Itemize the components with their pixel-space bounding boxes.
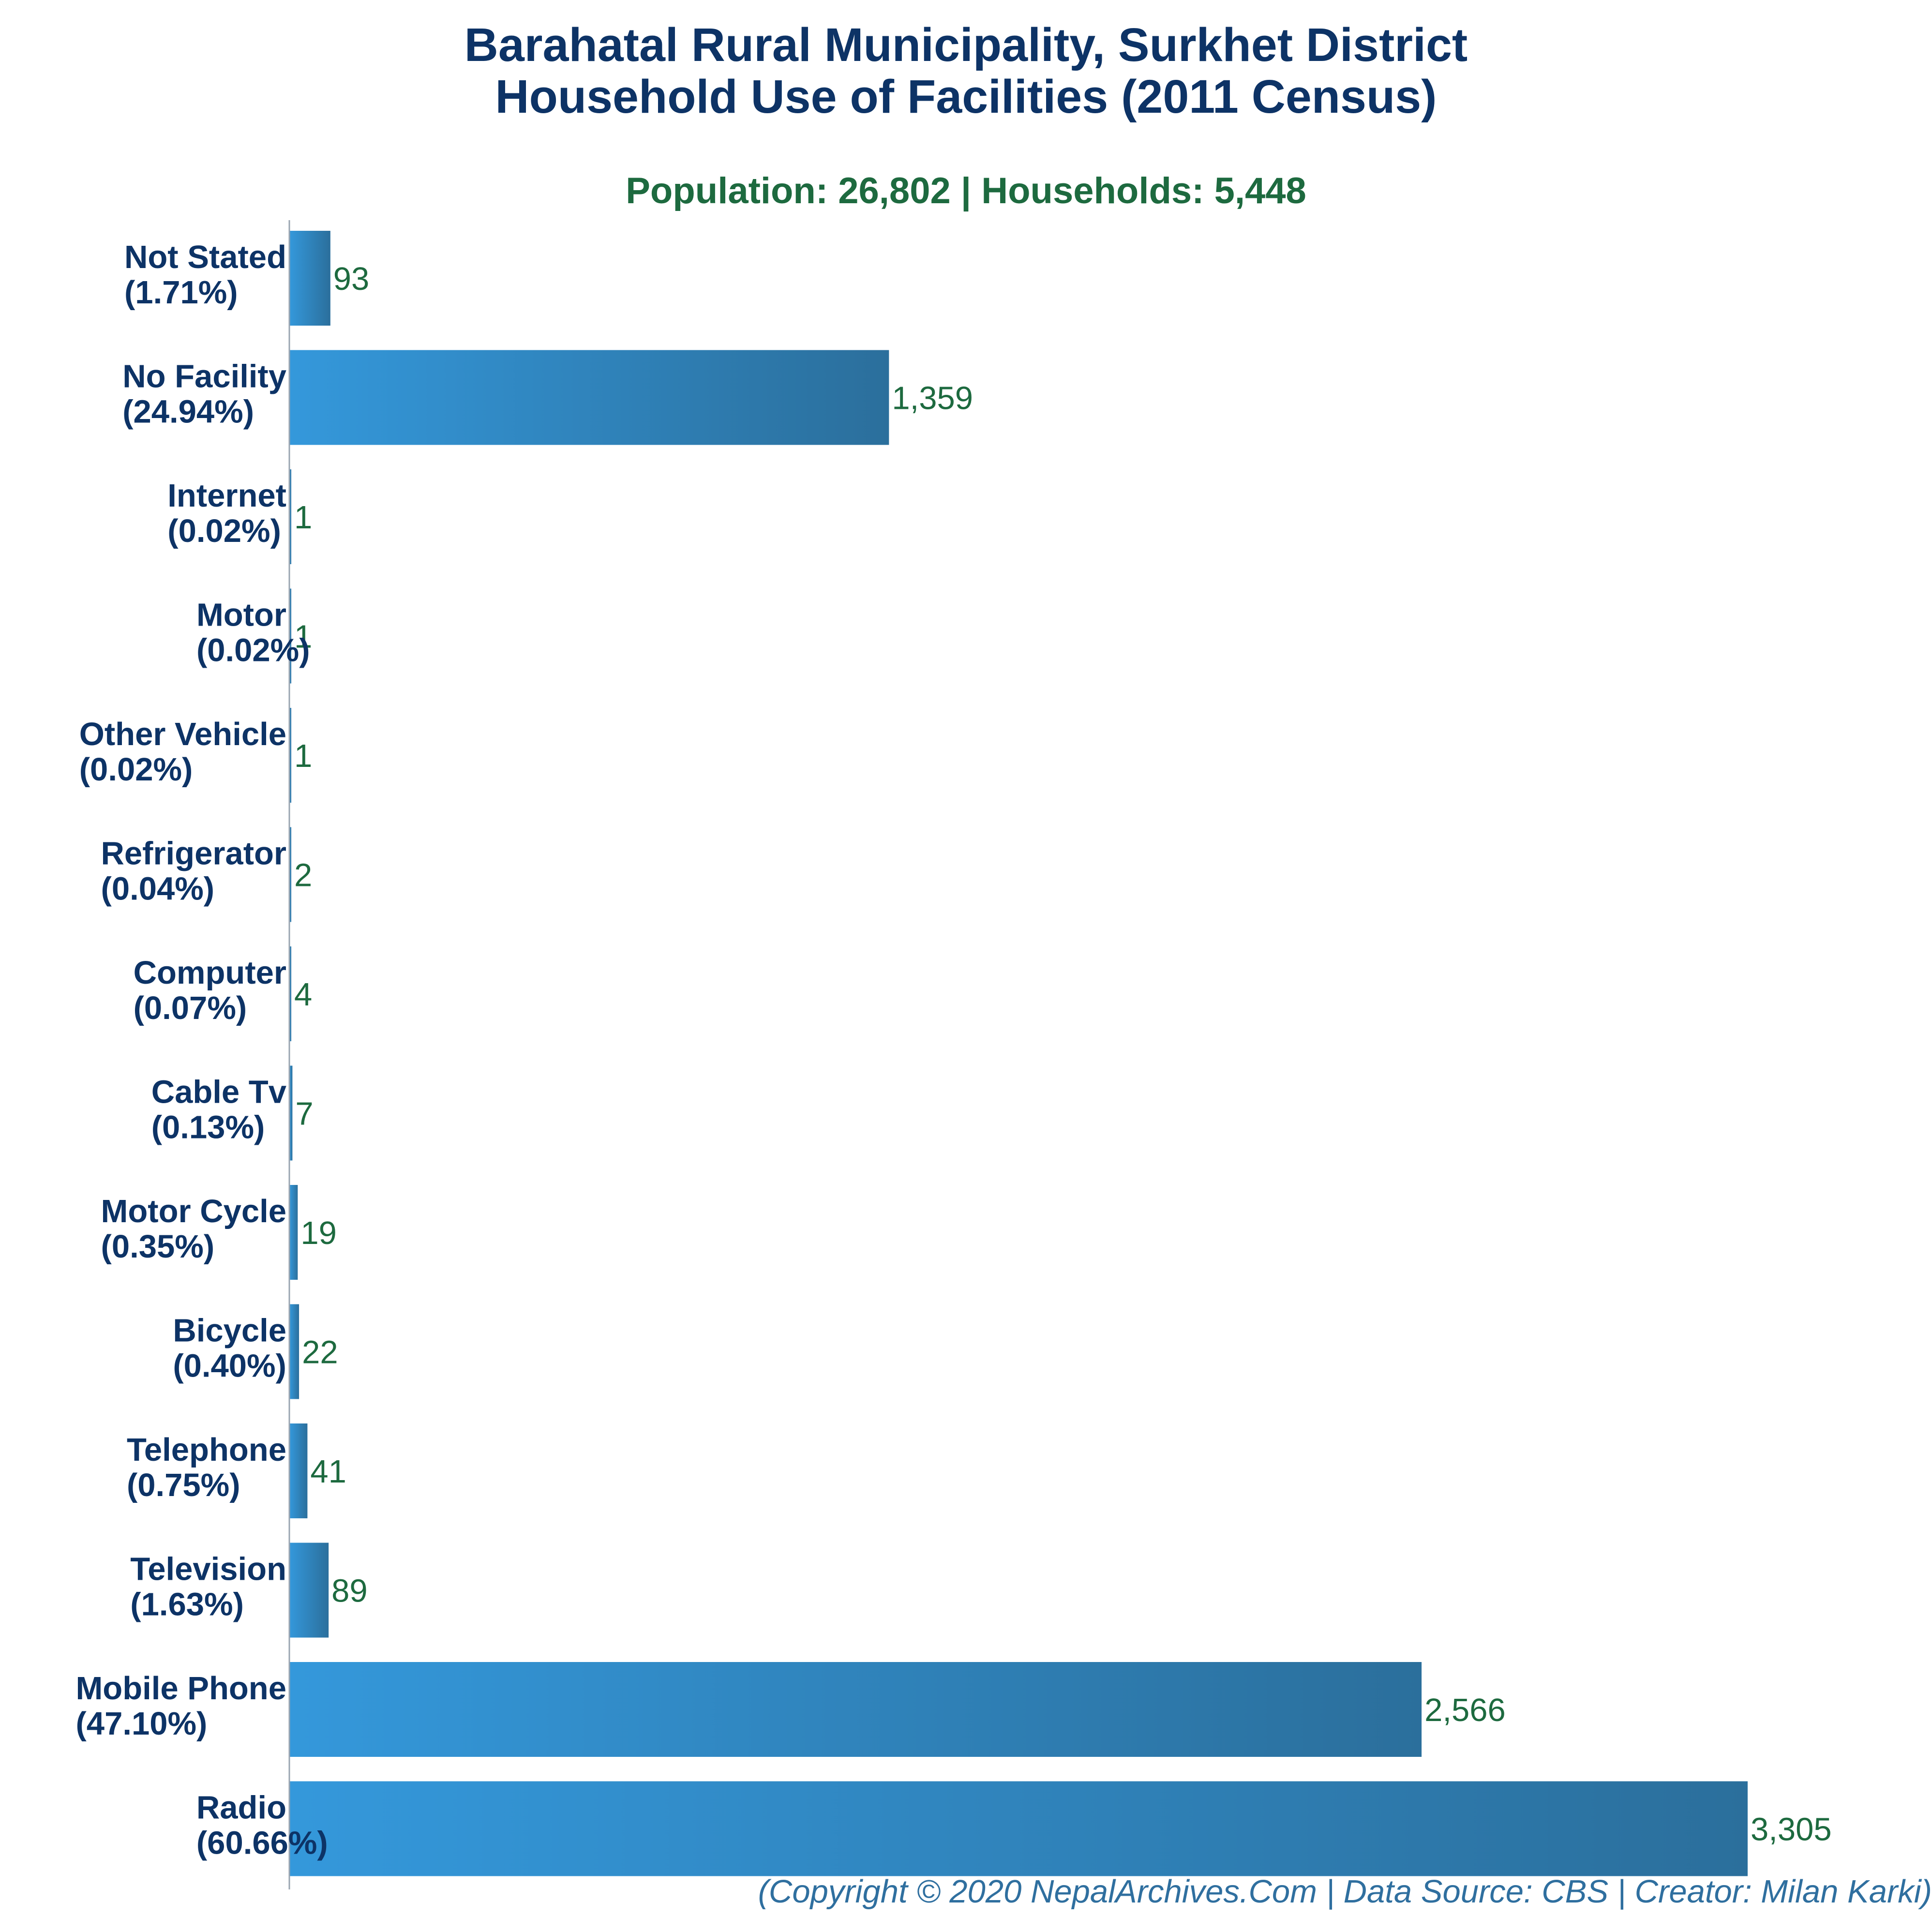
- category-label: Bicycle: [173, 1313, 286, 1349]
- value-label: 1: [294, 619, 312, 655]
- category-percent-label: (0.02%): [79, 751, 193, 788]
- bar-refrigerator: [289, 827, 291, 922]
- category-label: Mobile Phone: [76, 1670, 287, 1707]
- copyright-footer: (Copyright © 2020 NepalArchives.Com | Da…: [758, 1873, 1932, 1910]
- value-label: 4: [294, 976, 312, 1013]
- category-percent-label: (24.94%): [122, 394, 254, 430]
- category-percent-label: (0.02%): [196, 632, 310, 669]
- category-percent-label: (60.66%): [196, 1825, 328, 1861]
- value-label: 19: [300, 1215, 337, 1251]
- value-label: 2,566: [1424, 1692, 1506, 1728]
- chart-title-line-2: Household Use of Facilities (2011 Census…: [495, 70, 1437, 123]
- bar-other-vehicle: [289, 708, 291, 803]
- category-percent-label: (0.40%): [173, 1348, 286, 1384]
- value-label: 89: [331, 1573, 368, 1609]
- bar-cable-tv: [289, 1065, 293, 1161]
- chart-subtitle: Population: 26,802 | Households: 5,448: [626, 170, 1306, 211]
- category-label: Other Vehicle: [79, 716, 286, 752]
- bar-not-stated: [289, 231, 330, 326]
- category-label: Motor Cycle: [101, 1193, 286, 1229]
- category-label: Motor: [196, 597, 286, 633]
- category-label: Telephone: [127, 1432, 286, 1468]
- bars-group: [289, 231, 1748, 1876]
- category-percent-label: (0.04%): [101, 871, 215, 907]
- bar-motor-cycle: [289, 1185, 298, 1280]
- value-label: 93: [333, 261, 370, 297]
- bar-no-facility: [289, 350, 889, 445]
- category-percent-label: (0.02%): [167, 513, 281, 549]
- category-label: Internet: [167, 478, 286, 514]
- category-label: Not Stated: [124, 239, 286, 275]
- bar-motor: [289, 588, 291, 684]
- bar-telephone: [289, 1423, 308, 1518]
- labels-group: 93 Not Stated(1.71%) 1,359 No Facility(24.9…: [76, 239, 1832, 1861]
- bar-internet: [289, 469, 291, 564]
- category-percent-label: (0.07%): [134, 990, 247, 1026]
- bar-radio: [289, 1781, 1748, 1876]
- category-percent-label: (0.75%): [127, 1467, 240, 1503]
- value-label: 1: [294, 499, 312, 536]
- value-label: 41: [310, 1453, 346, 1490]
- chart-title-line-1: Barahatal Rural Municipality, Surkhet Di…: [464, 18, 1468, 71]
- category-percent-label: (1.63%): [130, 1587, 244, 1623]
- value-label: 3,305: [1751, 1812, 1832, 1848]
- category-percent-label: (0.35%): [101, 1228, 215, 1265]
- category-percent-label: (1.71%): [124, 274, 238, 311]
- category-label: Computer: [134, 955, 286, 991]
- category-percent-label: (47.10%): [76, 1706, 208, 1742]
- category-percent-label: (0.13%): [151, 1109, 265, 1146]
- category-label: No Facility: [122, 359, 286, 395]
- value-label: 22: [302, 1334, 338, 1371]
- value-label: 7: [295, 1096, 313, 1132]
- bar-television: [289, 1543, 329, 1638]
- bar-computer: [289, 946, 291, 1041]
- value-label: 2: [294, 857, 312, 894]
- category-label: Refrigerator: [101, 836, 286, 872]
- value-label: 1: [294, 738, 312, 774]
- value-label: 1,359: [892, 380, 973, 417]
- category-label: Radio: [196, 1790, 286, 1826]
- category-label: Television: [130, 1551, 286, 1588]
- category-label: Cable Tv: [151, 1074, 286, 1110]
- bar-bicycle: [289, 1304, 300, 1399]
- bar-mobile-phone: [289, 1662, 1422, 1757]
